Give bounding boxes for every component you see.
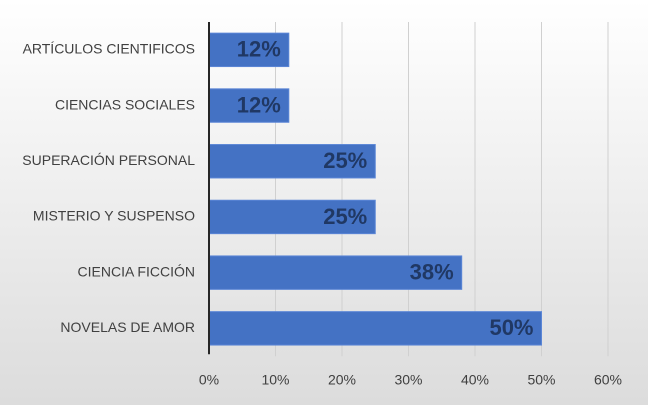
bar xyxy=(208,32,290,68)
marks: 0% 10% 20% 30% 40% 50% 60% ARTÍCULOS CIENTIFICO… xyxy=(22,22,622,388)
y-tick-label: SUPERACIÓN PERSONAL xyxy=(22,152,195,168)
value-label: 38% xyxy=(410,259,454,284)
value-label: 25% xyxy=(323,148,367,173)
bar xyxy=(208,311,542,346)
y-tick-label: CIENCIAS SOCIALES xyxy=(55,96,195,112)
grid xyxy=(275,22,609,357)
value-label: 12% xyxy=(237,92,281,117)
x-tick-label: 20% xyxy=(328,372,356,388)
x-tick-label: 10% xyxy=(261,372,289,388)
bar xyxy=(208,255,463,290)
value-label: 12% xyxy=(237,37,281,62)
y-tick-label: NOVELAS DE AMOR xyxy=(60,319,195,335)
x-tick-label: 60% xyxy=(594,372,622,388)
x-tick-label: 50% xyxy=(527,372,555,388)
y-tick-label: MISTERIO Y SUSPENSO xyxy=(33,208,195,224)
x-tick-label: 40% xyxy=(461,372,489,388)
y-tick-label: CIENCIA FICCIÓN xyxy=(78,263,195,279)
bar xyxy=(208,199,376,235)
y-tick-label: ARTÍCULOS CIENTIFICOS xyxy=(23,41,195,57)
value-label: 25% xyxy=(323,204,367,229)
x-tick-label: 30% xyxy=(394,372,422,388)
bar xyxy=(208,88,290,123)
bar xyxy=(208,144,376,179)
x-tick-label: 0% xyxy=(199,372,219,388)
value-label: 50% xyxy=(489,315,533,340)
